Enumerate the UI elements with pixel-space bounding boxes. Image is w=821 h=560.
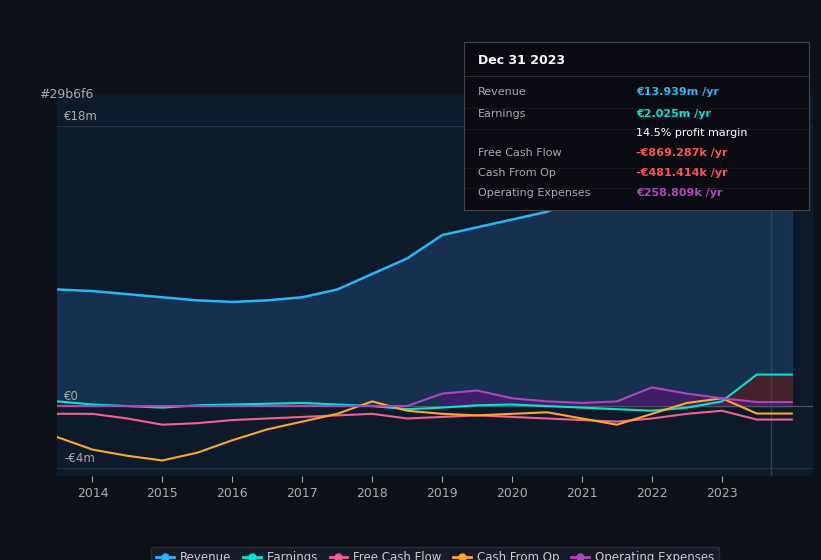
Text: €0: €0	[65, 390, 80, 403]
Text: Dec 31 2023: Dec 31 2023	[478, 54, 565, 67]
Text: Cash From Op: Cash From Op	[478, 168, 556, 178]
Text: €18m: €18m	[65, 110, 99, 123]
Text: €258.809k /yr: €258.809k /yr	[636, 188, 722, 198]
Text: #29b6f6: #29b6f6	[39, 88, 94, 101]
Text: -€4m: -€4m	[65, 452, 95, 465]
Text: Operating Expenses: Operating Expenses	[478, 188, 590, 198]
Text: €2.025m /yr: €2.025m /yr	[636, 109, 711, 119]
Text: 14.5% profit margin: 14.5% profit margin	[636, 128, 748, 138]
Text: Free Cash Flow: Free Cash Flow	[478, 148, 562, 158]
Text: -€869.287k /yr: -€869.287k /yr	[636, 148, 727, 158]
Text: Revenue: Revenue	[478, 87, 526, 97]
Text: Earnings: Earnings	[478, 109, 526, 119]
Text: -€481.414k /yr: -€481.414k /yr	[636, 168, 728, 178]
Legend: Revenue, Earnings, Free Cash Flow, Cash From Op, Operating Expenses: Revenue, Earnings, Free Cash Flow, Cash …	[151, 547, 719, 560]
Text: €13.939m /yr: €13.939m /yr	[636, 87, 719, 97]
